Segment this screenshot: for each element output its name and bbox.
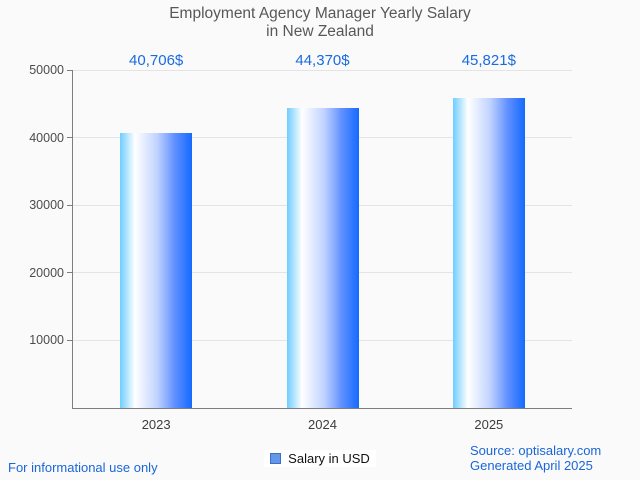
y-axis-label-50000: 50000 — [29, 63, 64, 77]
y-axis-label-10000: 10000 — [29, 333, 64, 348]
source-block: Source: optisalary.com Generated April 2… — [470, 443, 601, 473]
y-axis-tick-40000 — [67, 137, 73, 139]
x-axis-label-2024: 2024 — [308, 417, 337, 432]
bar-2024 — [286, 108, 359, 408]
x-axis-label-2023: 2023 — [141, 417, 171, 432]
legend-label: Salary in USD — [288, 451, 370, 466]
chart-title: Employment Agency Manager Yearly Salary … — [0, 5, 640, 41]
value-label-2024: 44,370$ — [295, 52, 350, 69]
legend-item: Salary in USD — [264, 450, 376, 467]
y-axis-label-40000: 40000 — [29, 130, 64, 145]
x-axis-label-2025: 2025 — [474, 417, 504, 432]
y-axis-tick-20000 — [67, 272, 73, 274]
legend-swatch — [270, 453, 282, 464]
generated-text: Generated April 2025 — [470, 458, 593, 473]
chart-title-line1: Employment Agency Manager Yearly Salary — [169, 5, 471, 22]
gridline-50000 — [73, 70, 572, 71]
value-label-2025: 45,821$ — [461, 52, 516, 69]
y-axis-label-20000: 20000 — [29, 265, 64, 280]
disclaimer-text: For informational use only — [8, 460, 158, 475]
legend: Salary in USD — [0, 450, 640, 467]
bar-2023 — [120, 132, 193, 408]
source-link[interactable]: Source: optisalary.com — [470, 443, 602, 458]
value-label-2023: 40,706$ — [129, 52, 184, 69]
y-axis-tick-10000 — [67, 339, 73, 341]
y-axis-tick-50000 — [67, 70, 73, 71]
chart-title-line2: in New Zealand — [266, 23, 374, 40]
bar-2025 — [452, 98, 525, 408]
y-axis-tick-30000 — [67, 204, 73, 206]
y-axis-label-30000: 30000 — [29, 198, 64, 213]
plot-area: 10000 20000 30000 40000 50000 40,706$ 2023 44,3… — [29, 53, 572, 432]
